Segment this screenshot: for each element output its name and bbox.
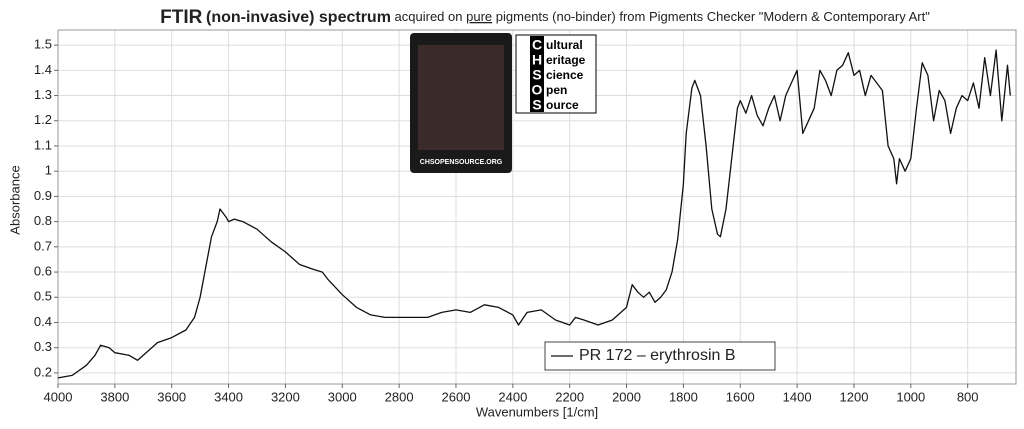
logo-word: ultural xyxy=(546,38,583,52)
x-axis-label: Wavenumbers [1/cm] xyxy=(476,404,598,419)
y-tick-label: 0.4 xyxy=(34,314,52,329)
y-tick-label: 0.7 xyxy=(34,238,52,253)
y-tick-label: 1.2 xyxy=(34,112,52,127)
x-tick-label: 3200 xyxy=(271,389,300,404)
y-tick-label: 0.8 xyxy=(34,213,52,228)
x-tick-label: 1600 xyxy=(726,389,755,404)
y-tick-label: 1.4 xyxy=(34,62,52,77)
x-tick-label: 3400 xyxy=(214,389,243,404)
x-tick-label: 2400 xyxy=(498,389,527,404)
title-part: acquired on xyxy=(395,9,463,24)
swatch-area xyxy=(418,45,504,150)
legend-box xyxy=(544,341,776,371)
x-tick-label: 4000 xyxy=(44,389,73,404)
x-tick-label: 1800 xyxy=(669,389,698,404)
logo-letter: H xyxy=(532,52,542,68)
logo-word: eritage xyxy=(546,53,586,67)
x-tick-label: 2000 xyxy=(612,389,641,404)
logo-letter: O xyxy=(532,82,543,98)
y-tick-label: 0.3 xyxy=(34,339,52,354)
x-tick-label: 1000 xyxy=(896,389,925,404)
x-tick-label: 800 xyxy=(957,389,979,404)
title-part: pigments (no-binder) from Pigments Check… xyxy=(496,9,930,24)
y-tick-label: 1 xyxy=(45,163,52,178)
logo-letter: C xyxy=(532,37,542,53)
y-tick-label: 1.5 xyxy=(34,37,52,52)
logo-word: cience xyxy=(546,68,584,82)
x-tick-label: 2800 xyxy=(385,389,414,404)
title-part: FTIR xyxy=(160,7,202,28)
logo-letter: S xyxy=(532,67,541,83)
spectrum-line xyxy=(57,49,1011,379)
logo-letter: S xyxy=(532,97,541,113)
logo-bar xyxy=(530,36,544,112)
logo-box xyxy=(515,34,597,114)
plot-frame xyxy=(57,29,1017,385)
title-part: pure xyxy=(466,9,492,24)
y-axis-label: Absorbance xyxy=(7,165,22,234)
y-tick-label: 0.9 xyxy=(34,188,52,203)
y-tick-label: 1.3 xyxy=(34,87,52,102)
legend-label: PR 172 – erythrosin B xyxy=(579,347,736,364)
plot xyxy=(57,49,1011,379)
x-tick-label: 2600 xyxy=(442,389,471,404)
y-tick-label: 0.6 xyxy=(34,263,52,278)
x-tick-label: 3600 xyxy=(157,389,186,404)
x-tick-label: 3000 xyxy=(328,389,357,404)
title-part: (non-invasive) spectrum xyxy=(206,9,391,26)
chart-title: FTIR (non-invasive) spectrum acquired on… xyxy=(160,7,930,28)
y-tick-label: 0.5 xyxy=(34,289,52,304)
x-tick-label: 1400 xyxy=(783,389,812,404)
card-caption: CHSOPENSOURCE.ORG xyxy=(420,159,503,166)
y-tick-label: 1.1 xyxy=(34,137,52,152)
logo-word: ource xyxy=(546,98,579,112)
logo: CHSOPENSOURCE.ORG xyxy=(410,33,597,173)
x-tick-label: 1200 xyxy=(840,389,869,404)
y-tick-label: 0.2 xyxy=(34,364,52,379)
logo-word: pen xyxy=(546,83,567,97)
x-tick-label: 2200 xyxy=(555,389,584,404)
x-tick-label: 3800 xyxy=(100,389,129,404)
